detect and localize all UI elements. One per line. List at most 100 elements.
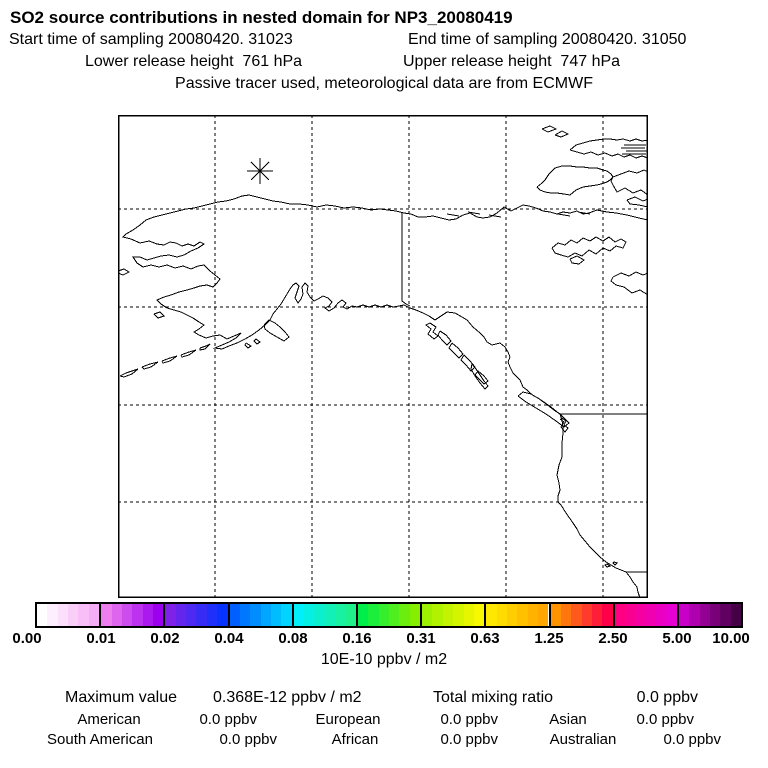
colorbar-cell [709, 604, 721, 626]
map-panel [118, 115, 648, 598]
colorbar-tick-label: 0.04 [214, 630, 244, 647]
coastline-feature [551, 236, 627, 258]
coastline-feature [199, 343, 211, 351]
map-line-segment [488, 214, 502, 218]
region-name: Australian [549, 731, 617, 748]
colorbar-cell [111, 604, 122, 626]
sampling-start-text: Start time of sampling 20080420. 31023 [9, 31, 293, 48]
plot-title: SO2 source contributions in nested domai… [10, 8, 513, 27]
colorbar-segment [99, 604, 164, 626]
colorbar-cell [699, 604, 710, 626]
colorbar-cell [121, 604, 133, 626]
coastline-feature [153, 311, 165, 319]
coastline-feature [536, 165, 614, 196]
colorbar-cell [666, 604, 677, 626]
map-line-segment [577, 211, 591, 215]
region-name: African [331, 731, 379, 748]
coastline-feature [263, 319, 290, 342]
colorbar-cell [602, 604, 613, 626]
colorbar-tick-label: 0.00 [12, 630, 42, 647]
colorbar-cell [37, 604, 48, 626]
colorbar-cell [625, 604, 636, 626]
coastline-feature [244, 342, 252, 349]
colorbar-cell [442, 604, 454, 626]
colorbar-cell [635, 604, 646, 626]
colorbar-cell [432, 604, 443, 626]
coastline-mainland [122, 194, 648, 598]
colorbar-tick-label: 0.63 [470, 630, 500, 647]
coastline-feature [470, 363, 489, 390]
coastline-feature [569, 255, 585, 265]
coastline-feature [610, 271, 648, 296]
coastline-feature [425, 322, 439, 340]
colorbar-cell [152, 604, 164, 626]
colorbar-segment [612, 604, 677, 626]
coastline-feature [161, 355, 178, 364]
coastline-feature [626, 196, 648, 208]
release-upper-text: Upper release height 747 hPa [403, 53, 621, 70]
coastline-feature [554, 130, 570, 138]
colorbar-cell [250, 604, 261, 626]
colorbar-tick-label: 0.16 [342, 630, 372, 647]
colorbar-cell [142, 604, 153, 626]
colorbar-cell [517, 604, 528, 626]
map-line-segment [557, 213, 571, 217]
coastline-feature [610, 169, 648, 196]
colorbar-cell [101, 604, 112, 626]
coastline-feature [437, 330, 452, 346]
colorbar-cell [571, 604, 582, 626]
colorbar-cell [378, 604, 390, 626]
colorbar-cell [206, 604, 218, 626]
colorbar-cell [229, 604, 240, 626]
colorbar-tick-label: 0.08 [278, 630, 308, 647]
region-value: 0.0 ppbv [219, 731, 277, 748]
colorbar-tick-label: 0.31 [406, 630, 436, 647]
colorbar-cell [217, 604, 228, 626]
colorbar-segment [227, 604, 292, 626]
region-value: 0.0 ppbv [663, 731, 721, 748]
colorbar-segment [355, 604, 421, 626]
colorbar-cell [260, 604, 271, 626]
colorbar-cell [486, 604, 497, 626]
coastlines [118, 125, 648, 598]
region-value: 0.0 ppbv [636, 711, 694, 728]
coastline-feature [118, 268, 131, 276]
colorbar-cell [281, 604, 292, 626]
total-mixing-ratio-value: 0.0 ppbv [636, 689, 698, 706]
colorbar-cell [656, 604, 667, 626]
region-value: 0.0 ppbv [440, 731, 498, 748]
region-value: 0.0 ppbv [199, 711, 257, 728]
colorbar-cell [550, 604, 561, 626]
map-line-segment [446, 213, 460, 217]
colorbar-segment [548, 604, 613, 626]
coastline-feature [604, 563, 612, 568]
region-name: American [77, 711, 141, 728]
colorbar-cell [453, 604, 464, 626]
map-line-segment [467, 211, 481, 215]
coastline-feature [541, 125, 558, 133]
colorbar-cell [132, 604, 143, 626]
colorbar-cell [591, 604, 603, 626]
coastline-feature [612, 561, 618, 566]
asterisk-marker-icon [247, 158, 273, 184]
colorbar-cell [422, 604, 433, 626]
colorbar-cell [335, 604, 346, 626]
colorbar-segment [420, 604, 485, 626]
colorbar-cell [88, 604, 100, 626]
coastline-feature [569, 138, 648, 159]
colorbar-cell [409, 604, 421, 626]
colorbar-cell [345, 604, 356, 626]
colorbar-cell [165, 604, 176, 626]
coastline-feature [448, 342, 464, 359]
colorbar-tick-label: 0.01 [86, 630, 116, 647]
sampling-end-text: End time of sampling 20080420. 31050 [408, 31, 687, 48]
coastline-feature [517, 391, 570, 428]
map-frame [118, 115, 648, 598]
coastline-feature [180, 349, 197, 358]
colorbar-cell [581, 604, 592, 626]
region-value: 0.0 ppbv [440, 711, 498, 728]
colorbar-cell [538, 604, 549, 626]
colorbar-tick-label: 5.00 [662, 630, 692, 647]
region-name: South American [47, 731, 153, 748]
